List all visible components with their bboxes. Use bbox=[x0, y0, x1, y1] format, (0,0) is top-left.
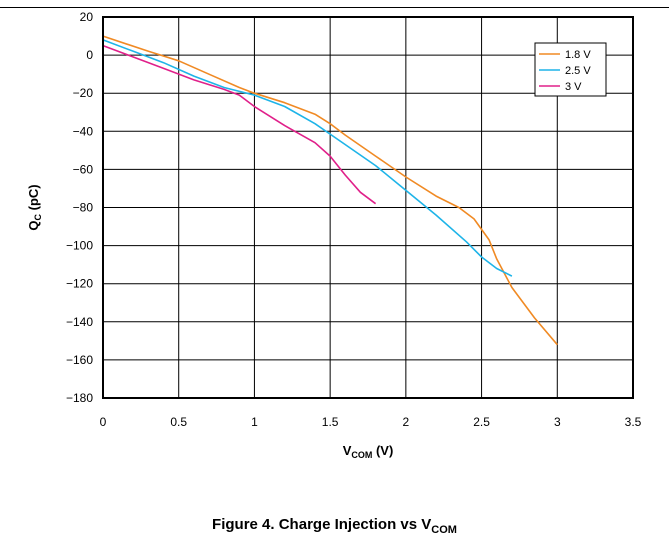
y-tick-label: −80 bbox=[73, 201, 94, 215]
series-group bbox=[102, 35, 558, 346]
plot-frame bbox=[102, 16, 634, 399]
x-tick-label: 2 bbox=[403, 415, 410, 429]
y-tick-label: 20 bbox=[80, 10, 94, 24]
x-tick-label: 1.5 bbox=[322, 415, 339, 429]
figure-caption: Figure 4. Charge Injection vs VCOM bbox=[212, 516, 457, 536]
legend-label: 2.5 V bbox=[565, 65, 591, 77]
x-tick-label: 3.5 bbox=[625, 415, 642, 429]
y-tick-label: −40 bbox=[73, 124, 94, 138]
series-line-2-5-vv bbox=[102, 39, 513, 277]
charge-injection-chart: 0 0.5 1 1.5 2 2.5 3 3.5 20 0 −20 −40 −60 −80 −100 −120 −… bbox=[26, 10, 642, 460]
x-tick-label: 1 bbox=[251, 415, 258, 429]
x-axis-label: VCOM (V) bbox=[343, 443, 394, 460]
y-tick-label: −140 bbox=[66, 315, 93, 329]
series-line-3-vv bbox=[102, 44, 377, 205]
y-tick-label: −180 bbox=[66, 391, 93, 405]
tick-labels: 0 0.5 1 1.5 2 2.5 3 3.5 20 0 −20 −40 −60 −80 −100 −120 −… bbox=[66, 10, 642, 429]
y-tick-label: −100 bbox=[66, 239, 93, 253]
x-tick-label: 0.5 bbox=[170, 415, 187, 429]
y-tick-label: 0 bbox=[86, 48, 93, 62]
legend: 1.8 V 2.5 V 3 V bbox=[534, 42, 607, 97]
y-tick-label: −20 bbox=[73, 86, 94, 100]
x-tick-label: 2.5 bbox=[473, 415, 490, 429]
legend-label: 3 V bbox=[565, 81, 582, 93]
y-axis-label: QC (pC) bbox=[26, 184, 43, 230]
series-line-1-8-vv bbox=[102, 35, 558, 346]
y-tick-label: −120 bbox=[66, 277, 93, 291]
top-rule bbox=[0, 7, 669, 8]
y-tick-label: −60 bbox=[73, 162, 94, 176]
x-tick-label: 3 bbox=[554, 415, 561, 429]
x-tick-label: 0 bbox=[100, 415, 107, 429]
y-tick-label: −160 bbox=[66, 353, 93, 367]
legend-label: 1.8 V bbox=[565, 49, 591, 61]
